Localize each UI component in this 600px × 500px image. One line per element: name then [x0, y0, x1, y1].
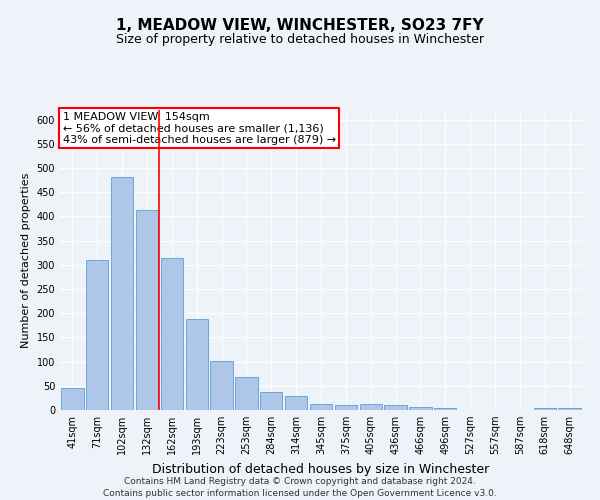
Bar [111, 178, 133, 410]
Bar [285, 396, 307, 410]
Bar [359, 404, 382, 410]
Bar [310, 404, 332, 410]
Bar [61, 388, 83, 410]
Bar [86, 260, 109, 410]
X-axis label: Distribution of detached houses by size in Winchester: Distribution of detached houses by size … [152, 462, 490, 475]
Bar [385, 404, 407, 410]
Bar [335, 404, 357, 410]
Text: 1, MEADOW VIEW, WINCHESTER, SO23 7FY: 1, MEADOW VIEW, WINCHESTER, SO23 7FY [116, 18, 484, 32]
Bar [235, 377, 257, 410]
Y-axis label: Number of detached properties: Number of detached properties [21, 172, 31, 348]
Bar [409, 406, 431, 410]
Bar [533, 408, 556, 410]
Bar [161, 258, 183, 410]
Text: Size of property relative to detached houses in Winchester: Size of property relative to detached ho… [116, 32, 484, 46]
Text: Contains HM Land Registry data © Crown copyright and database right 2024.
Contai: Contains HM Land Registry data © Crown c… [103, 476, 497, 498]
Bar [136, 210, 158, 410]
Bar [559, 408, 581, 410]
Bar [260, 392, 283, 410]
Bar [185, 319, 208, 410]
Bar [434, 408, 457, 410]
Text: 1 MEADOW VIEW: 154sqm
← 56% of detached houses are smaller (1,136)
43% of semi-d: 1 MEADOW VIEW: 154sqm ← 56% of detached … [62, 112, 336, 144]
Bar [211, 360, 233, 410]
